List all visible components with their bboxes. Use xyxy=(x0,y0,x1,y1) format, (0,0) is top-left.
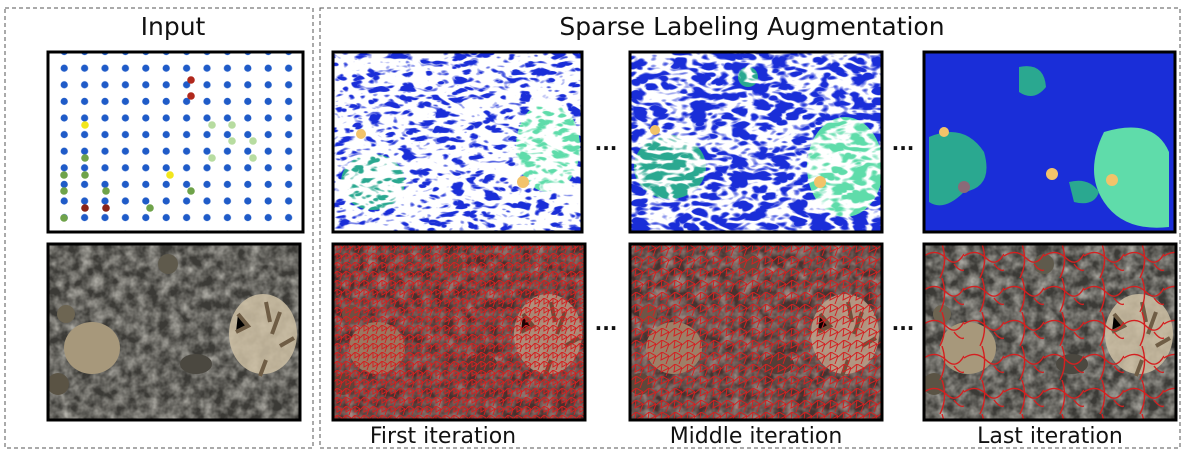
caption: Last iteration xyxy=(977,424,1123,449)
sparse-labels xyxy=(48,52,303,232)
label-map-last xyxy=(924,52,1175,232)
ellipsis: ... xyxy=(595,131,618,155)
page: Input Sparse Labeling Augmentation xyxy=(0,0,1184,450)
label-map-middle xyxy=(630,52,883,232)
superpixel-middle xyxy=(629,244,882,420)
caption: First iteration xyxy=(370,424,516,449)
input-title: Input xyxy=(141,12,206,41)
label-map-first xyxy=(333,52,582,232)
superpixel-last xyxy=(923,244,1176,420)
ellipsis: ... xyxy=(595,311,618,335)
ellipsis: ... xyxy=(892,131,915,155)
ellipsis: ... xyxy=(892,311,915,335)
caption: Middle iteration xyxy=(670,424,843,449)
figure: Input Sparse Labeling Augmentation xyxy=(0,0,1184,450)
augmentation-title: Sparse Labeling Augmentation xyxy=(559,12,944,41)
superpixel-first xyxy=(332,244,585,420)
input-photo xyxy=(47,244,300,420)
